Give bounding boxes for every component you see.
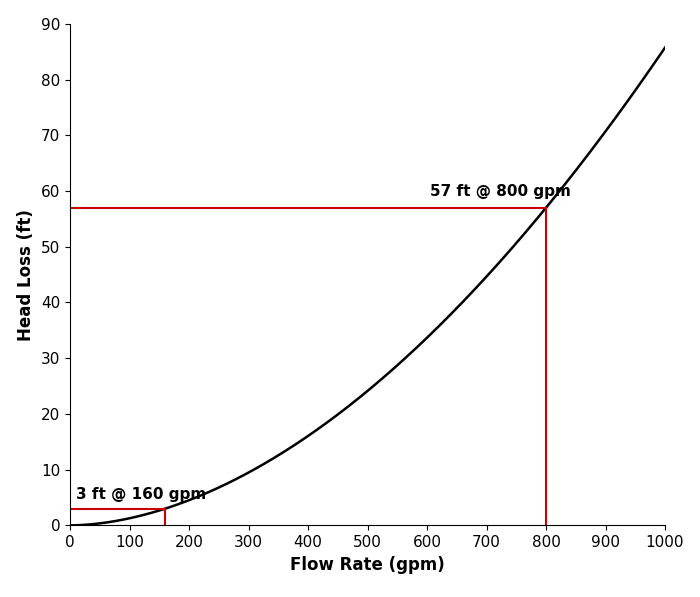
X-axis label: Flow Rate (gpm): Flow Rate (gpm) [290,556,445,574]
Text: 57 ft @ 800 gpm: 57 ft @ 800 gpm [430,184,570,199]
Y-axis label: Head Loss (ft): Head Loss (ft) [18,209,35,340]
Text: 3 ft @ 160 gpm: 3 ft @ 160 gpm [76,487,206,502]
